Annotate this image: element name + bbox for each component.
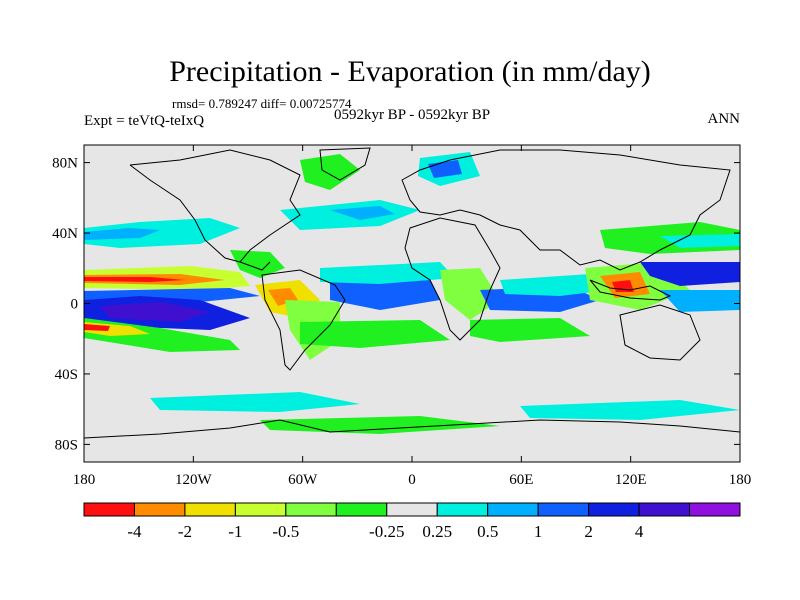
- colorbar: -4 -2 -1 -0.5 -0.25 0.25 0.5 1 2 4: [83, 502, 741, 541]
- colorbar-box: [537, 502, 590, 517]
- colorbar-label: 0.25: [422, 522, 452, 541]
- field-patches: [84, 152, 740, 434]
- north-pacific-blue: [84, 228, 160, 240]
- period-label: 0592kyr BP - 0592kyr BP: [334, 107, 490, 123]
- greenland-coast: [319, 147, 371, 181]
- lat-tick-label: 40N: [52, 226, 78, 242]
- pacific-south-deep: [100, 302, 210, 322]
- colorbar-label: 2: [584, 522, 593, 541]
- lon-tick-label: 0: [408, 472, 416, 488]
- map-title: Precipitation - Evaporation (in mm/day): [169, 55, 651, 88]
- africa-green: [440, 268, 500, 320]
- colorbar-box: [133, 502, 186, 517]
- lon-tick-label: 120E: [615, 472, 647, 488]
- lat-tick-label: 80N: [52, 156, 78, 172]
- greenland-green: [300, 154, 360, 190]
- colorbar-box: [386, 502, 438, 517]
- lon-tick-label: 60W: [288, 472, 318, 488]
- lat-tick-label: 40S: [55, 367, 78, 383]
- lon-tick-label: 120W: [175, 472, 213, 488]
- south-atlantic-green: [300, 320, 450, 348]
- southern-ocean-cyan-east: [520, 400, 740, 420]
- colorbar-box: [487, 502, 539, 517]
- colorbar-box: [436, 502, 489, 517]
- colorbar-label: 4: [635, 522, 644, 541]
- colorbar-label: -2: [178, 522, 192, 541]
- south-america-coast: [261, 269, 346, 371]
- spcz-red: [84, 324, 110, 331]
- experiment-label: Expt = teVtQ-teIxQ: [84, 113, 204, 129]
- colorbar-label: -0.25: [369, 522, 404, 541]
- colorbar-box: [234, 502, 287, 517]
- colorbar-label: -4: [127, 522, 142, 541]
- lon-axis: 180 120W 60W 0 60E 120E 180: [73, 145, 752, 488]
- west-pacific-cyan: [660, 290, 740, 312]
- lat-tick-label: 0: [71, 297, 79, 313]
- africa-coast: [404, 217, 501, 341]
- indian-ocean-cyan: [500, 274, 610, 296]
- lat-axis: 80N 40N 0 40S 80S: [52, 156, 740, 453]
- antarctica-coast: [84, 419, 740, 439]
- stats-label: rmsd= 0.789247 diff= 0.00725774: [172, 96, 352, 111]
- colorbar-box: [285, 502, 337, 517]
- colorbar-label: -0.5: [272, 522, 299, 541]
- north-america-west-coast: [129, 164, 241, 263]
- colorbar-label: 1: [534, 522, 543, 541]
- northwest-pacific-cyan: [660, 234, 740, 248]
- lon-tick-label: 180: [73, 472, 96, 488]
- colorbar-box: [689, 502, 741, 517]
- atlantic-cyan: [320, 262, 455, 284]
- season-label: ANN: [708, 111, 741, 127]
- eurasia-coast: [401, 149, 731, 271]
- lon-tick-label: 180: [729, 472, 752, 488]
- pacific-itcz-core: [84, 277, 185, 282]
- colorbar-box: [83, 502, 135, 517]
- west-pacific-blue: [640, 262, 740, 286]
- atlantic-itcz-blue: [330, 280, 440, 310]
- south-indian-green: [470, 318, 590, 342]
- colorbar-label: 0.5: [477, 522, 498, 541]
- lat-tick-label: 80S: [55, 437, 78, 453]
- lon-tick-label: 60E: [509, 472, 533, 488]
- colorbar-box: [588, 502, 640, 517]
- north-pacific-cyan: [84, 218, 240, 248]
- north-america-coast: [129, 149, 301, 271]
- australia-coast: [619, 304, 701, 361]
- colorbar-box: [184, 502, 236, 517]
- map-panel: [84, 145, 740, 462]
- north-atlantic-blue: [330, 206, 395, 220]
- indonesia-coast: [589, 279, 672, 301]
- colorbar-box: [638, 502, 691, 517]
- coastlines: [84, 147, 740, 439]
- colorbar-box: [335, 502, 388, 517]
- southern-ocean-cyan: [150, 392, 360, 412]
- colorbar-label: -1: [228, 522, 242, 541]
